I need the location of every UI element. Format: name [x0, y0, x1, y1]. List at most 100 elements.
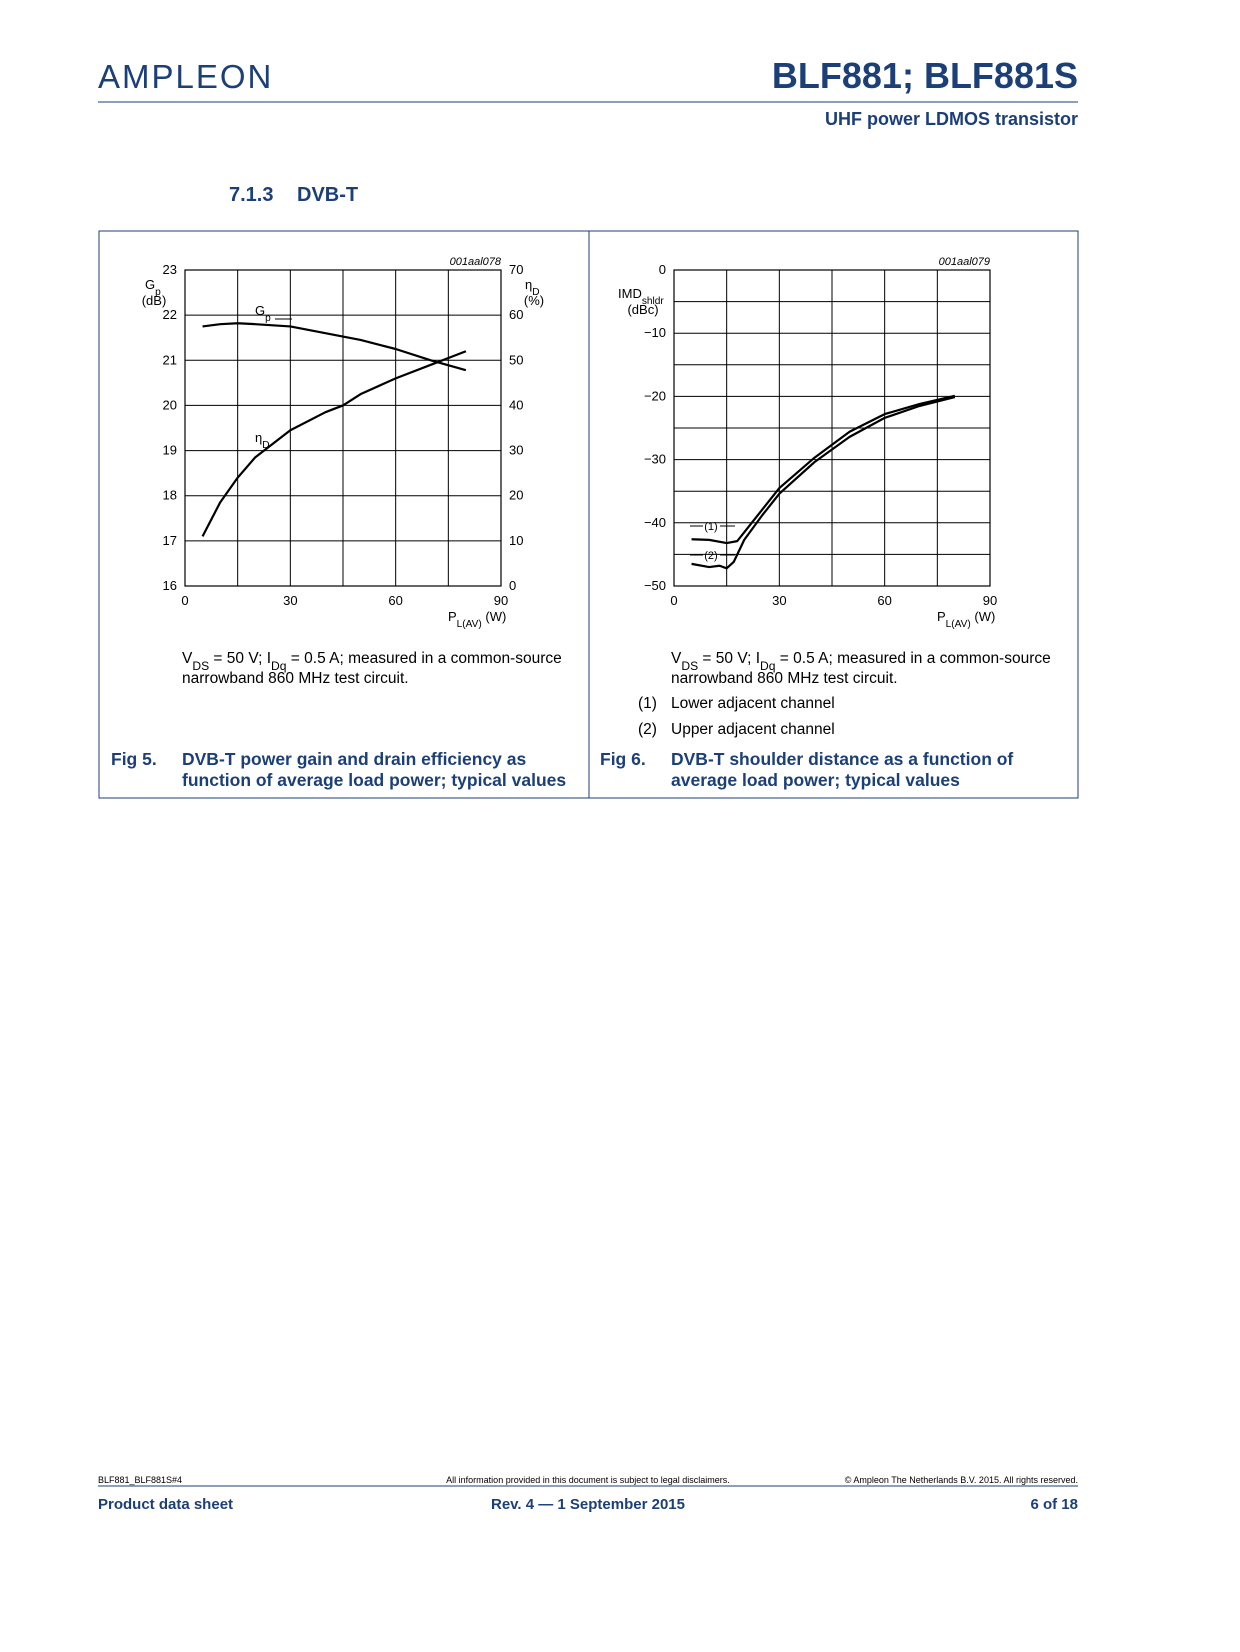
text-part: narrowband 860 MHz test circuit.: [182, 670, 409, 687]
x-tick-label: 0: [670, 593, 677, 608]
copyright: © Ampleon The Netherlands B.V. 2015. All…: [845, 1475, 1078, 1485]
text-part: η: [525, 277, 532, 292]
y2-tick-label: 0: [509, 578, 516, 593]
y2-tick-label: 30: [509, 443, 523, 458]
subscript: DS: [192, 659, 209, 673]
plot-frame: [184, 269, 502, 587]
subscript: D: [262, 440, 269, 451]
figure-number: Fig 6.: [600, 749, 646, 769]
y2-tick-label: 60: [509, 307, 523, 322]
section-title: DVB-T: [297, 184, 358, 206]
y2-tick-label: 10: [509, 533, 523, 548]
y-axis-label: IMDshldr: [618, 286, 664, 307]
figure-code: 001aal079: [939, 256, 990, 268]
y-tick-label: 20: [163, 397, 177, 412]
legend-key: (2): [638, 721, 657, 738]
text-part: P: [448, 609, 457, 624]
doc-subtitle: UHF power LDMOS transistor: [825, 109, 1078, 129]
subscript: DS: [681, 659, 698, 673]
y2-tick-label: 40: [509, 397, 523, 412]
doc-id: BLF881_BLF881S#4: [98, 1475, 182, 1485]
text-part: (W): [971, 609, 996, 624]
series-line: [691, 395, 956, 570]
text-part: = 50 V; I: [209, 650, 271, 667]
text-part: P: [937, 609, 946, 624]
text-part: G: [145, 277, 155, 292]
x-axis-label: PL(AV) (W): [448, 609, 506, 630]
figure-caption: function of average load power; typical …: [182, 770, 566, 790]
text-part: = 0.5 A; measured in a common-source: [286, 650, 561, 667]
text-part: IMD: [618, 286, 642, 301]
figure-number: Fig 5.: [111, 749, 157, 769]
logo: AMPLEON: [98, 58, 273, 95]
subscript: Dq: [760, 659, 775, 673]
y-tick-label: −40: [644, 515, 666, 530]
y-tick-label: −50: [644, 578, 666, 593]
note-line: narrowband 860 MHz test circuit.: [671, 670, 898, 687]
y-tick-label: −20: [644, 388, 666, 403]
subscript: shldr: [642, 296, 665, 307]
subscript: L(AV): [946, 619, 971, 630]
x-tick-label: 60: [877, 593, 891, 608]
figure-caption: DVB-T shoulder distance as a function of: [671, 749, 1013, 769]
y2-tick-label: 50: [509, 352, 523, 367]
text-part: η: [255, 430, 262, 445]
x-axis-label: PL(AV) (W): [937, 609, 995, 630]
x-tick-label: 30: [772, 593, 786, 608]
y-tick-label: 17: [163, 533, 177, 548]
y-tick-label: 0: [659, 262, 666, 277]
page-number: 6 of 18: [1030, 1496, 1078, 1513]
doc-title: BLF881; BLF881S: [772, 55, 1078, 96]
y2-axis-unit: (%): [524, 293, 544, 308]
y-tick-label: 21: [163, 352, 177, 367]
y-tick-label: 18: [163, 488, 177, 503]
y2-tick-label: 70: [509, 262, 523, 277]
figure-code: 001aal078: [450, 256, 502, 268]
note-line: VDS = 50 V; IDq = 0.5 A; measured in a c…: [182, 650, 562, 673]
subscript: p: [265, 313, 271, 324]
subscript: Dq: [271, 659, 286, 673]
y-axis-unit: (dB): [142, 293, 167, 308]
legend-text: Lower adjacent channel: [671, 695, 835, 712]
text-part: V: [671, 650, 682, 667]
series-line: [691, 394, 956, 545]
y-tick-label: 23: [163, 262, 177, 277]
series-line: [202, 322, 467, 372]
section-number: 7.1.3: [229, 184, 273, 206]
note-line: VDS = 50 V; IDq = 0.5 A; measured in a c…: [671, 650, 1051, 673]
subscript: D: [532, 287, 539, 298]
series-label: (1): [704, 521, 717, 533]
series-label: ηD: [255, 430, 270, 451]
x-tick-label: 0: [181, 593, 188, 608]
series-line: [201, 350, 467, 537]
doc-type: Product data sheet: [98, 1496, 233, 1513]
x-tick-label: 30: [283, 593, 297, 608]
y-tick-label: 16: [163, 578, 177, 593]
y-tick-label: 22: [163, 307, 177, 322]
x-tick-label: 90: [494, 593, 508, 608]
revision: Rev. 4 — 1 September 2015: [491, 1496, 685, 1513]
y-tick-label: 19: [163, 443, 177, 458]
plot-frame: [673, 269, 991, 587]
legend-key: (1): [638, 695, 657, 712]
series-label: (2): [704, 550, 717, 562]
subscript: p: [155, 287, 161, 298]
text-part: = 0.5 A; measured in a common-source: [775, 650, 1050, 667]
y2-tick-label: 20: [509, 488, 523, 503]
y-axis-label: Gp: [145, 277, 161, 298]
y-tick-label: −30: [644, 452, 666, 467]
legend-text: Upper adjacent channel: [671, 721, 835, 738]
disclaimer: All information provided in this documen…: [446, 1475, 730, 1485]
subscript: L(AV): [457, 619, 482, 630]
text-part: V: [182, 650, 193, 667]
y-axis-unit: (dBc): [627, 302, 658, 317]
figure-caption: average load power; typical values: [671, 770, 960, 790]
x-tick-label: 90: [983, 593, 997, 608]
y2-axis-label: ηD: [525, 277, 540, 298]
series-label: Gp: [255, 303, 271, 324]
text-part: G: [255, 303, 265, 318]
text-part: narrowband 860 MHz test circuit.: [671, 670, 898, 687]
text-part: (W): [482, 609, 507, 624]
x-tick-label: 60: [388, 593, 402, 608]
